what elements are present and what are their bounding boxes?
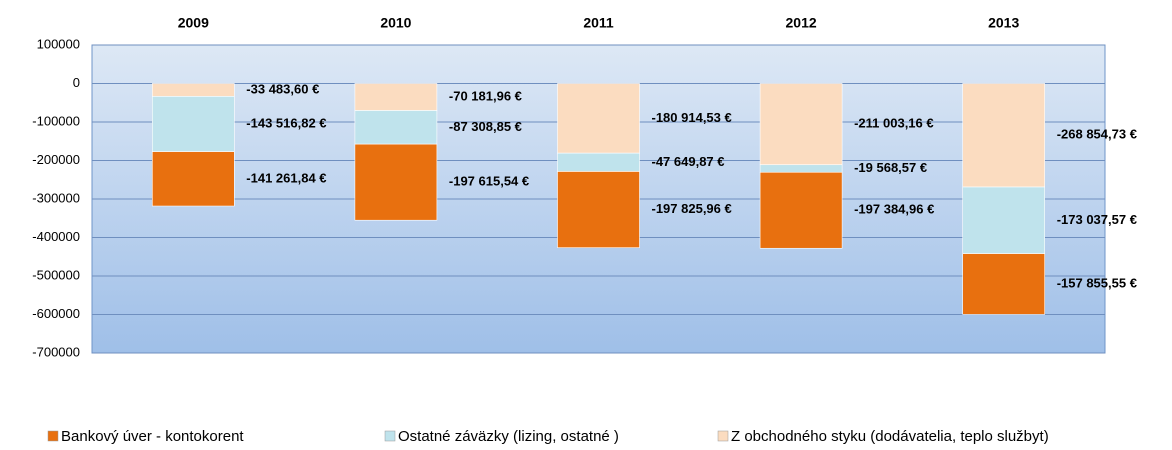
bar-segment: [354, 143, 438, 221]
value-label: -197 615,54 €: [449, 174, 529, 189]
bar-segment: [152, 83, 235, 97]
bar-segment: [759, 83, 843, 166]
legend-swatch: [384, 430, 396, 442]
value-label: -143 516,82 €: [246, 115, 326, 130]
value-label: -268 854,73 €: [1057, 127, 1137, 142]
value-label: -33 483,60 €: [246, 81, 319, 96]
legend-label: Ostatné záväzky (lizing, ostatné ): [398, 428, 619, 445]
legend-swatch: [47, 430, 59, 442]
x-category-label: 2010: [380, 15, 411, 31]
value-label: -157 855,55 €: [1057, 275, 1137, 290]
y-tick-label: -300000: [32, 190, 80, 205]
y-tick-label: -600000: [32, 306, 80, 321]
value-label: -70 181,96 €: [449, 88, 522, 103]
bar-segment: [354, 83, 438, 111]
x-category-label: 2011: [583, 15, 614, 31]
y-tick-label: -200000: [32, 152, 80, 167]
bar-segment: [962, 186, 1046, 254]
y-tick-label: 100000: [37, 36, 80, 51]
value-label: -141 261,84 €: [246, 170, 326, 185]
y-tick-label: -500000: [32, 267, 80, 282]
y-tick-label: -700000: [32, 344, 80, 359]
bar-segment: [354, 110, 438, 145]
value-label: -19 568,57 €: [854, 160, 927, 175]
legend-swatch: [717, 430, 729, 442]
value-label: -197 384,96 €: [854, 202, 934, 217]
bar-segment: [962, 253, 1046, 315]
x-category-label: 2009: [178, 15, 209, 31]
x-category-label: 2013: [988, 15, 1019, 31]
bar-segment: [152, 96, 235, 152]
bar-segment: [759, 164, 843, 173]
y-tick-label: 0: [73, 75, 80, 90]
y-tick-label: -100000: [32, 113, 80, 128]
value-label: -211 003,16 €: [854, 116, 934, 131]
y-tick-label: -400000: [32, 229, 80, 244]
bar-segment: [152, 151, 235, 207]
x-category-label: 2012: [786, 15, 817, 31]
bar-segment: [557, 83, 640, 154]
legend-label: Bankový úver - kontokorent: [61, 428, 244, 445]
legend-label: Z obchodného styku (dodávatelia, teplo s…: [731, 428, 1049, 445]
bar-segment: [962, 83, 1046, 188]
value-label: -173 037,57 €: [1057, 212, 1137, 227]
bar-segment: [759, 171, 843, 249]
value-label: -87 308,85 €: [449, 119, 522, 134]
bar-segment: [557, 152, 640, 172]
value-label: -47 649,87 €: [652, 154, 725, 169]
bar-segment: [557, 171, 640, 248]
value-label: -197 825,96 €: [652, 201, 732, 216]
value-label: -180 914,53 €: [652, 110, 732, 125]
